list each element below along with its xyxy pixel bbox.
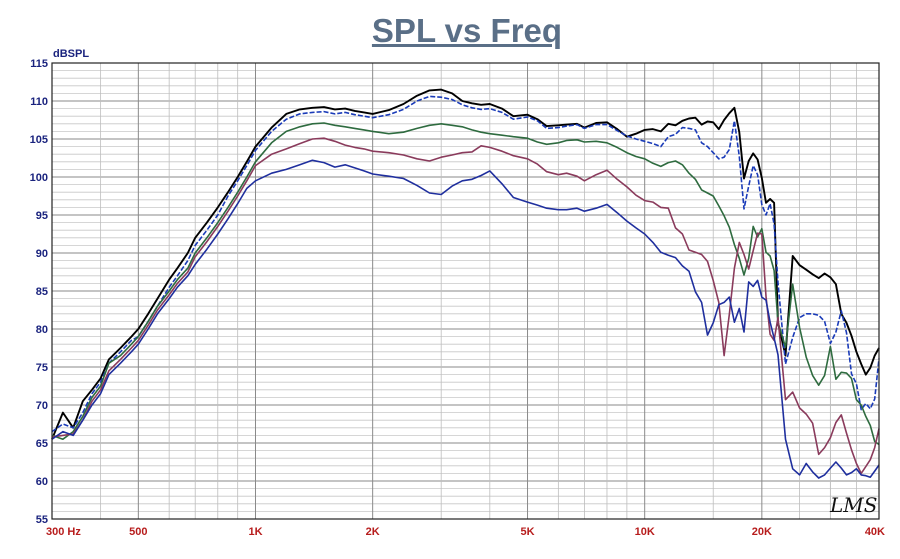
y-tick-label: 75 (36, 362, 48, 374)
y-tick-label: 90 (36, 248, 48, 260)
y-tick-label: 55 (36, 514, 48, 526)
series-group (51, 88, 880, 479)
x-tick-label: 2K (366, 526, 380, 538)
y-ticks: 115 110 105 100 95 90 85 80 75 70 65 60 55 (30, 58, 48, 526)
x-tick-label: 1K (248, 526, 262, 538)
y-axis-label: dBSPL (53, 48, 90, 60)
y-tick-label: 95 (36, 210, 48, 222)
x-tick-label: 20K (752, 526, 772, 538)
plot-frame (51, 62, 880, 520)
y-tick-label: 65 (36, 438, 48, 450)
y-tick-label: 70 (36, 400, 48, 412)
x-ticks: 300 Hz 500 1K 2K 5K 10K 20K 40K (46, 526, 885, 538)
x-tick-label: 5K (520, 526, 534, 538)
y-tick-label: 80 (36, 324, 48, 336)
y-tick-label: 110 (30, 96, 48, 108)
chart-title: SPL vs Freq (371, 12, 563, 49)
x-tick-label: 40K (865, 526, 885, 538)
x-tick-label: 500 (129, 526, 147, 538)
y-tick-label: 105 (30, 134, 48, 146)
series-line-5 (51, 159, 880, 479)
y-tick-label: 115 (30, 58, 48, 70)
series-line-1 (51, 88, 880, 440)
series-line-3 (51, 122, 880, 446)
y-tick-label: 85 (36, 286, 48, 298)
y-tick-label: 60 (36, 476, 48, 488)
watermark: LMS (829, 493, 877, 517)
x-tick-label: 10K (635, 526, 655, 538)
series-line-2 (51, 95, 880, 433)
y-tick-label: 100 (30, 172, 48, 184)
series-line-4 (51, 137, 880, 475)
grid (52, 63, 879, 519)
x-tick-label: 300 Hz (46, 526, 81, 538)
